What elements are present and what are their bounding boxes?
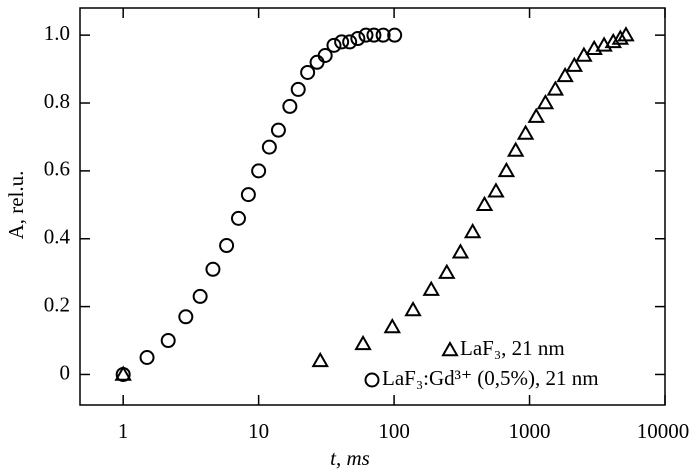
triangle-marker: [536, 93, 555, 110]
circle-marker: [270, 122, 286, 138]
y-tick-label: 0.2: [44, 292, 70, 316]
y-axis-label: A, rel.u.: [4, 171, 28, 240]
circle-marker: [317, 48, 333, 64]
circle-marker: [290, 81, 306, 97]
y-tick-label: 0.8: [44, 89, 70, 113]
triangle-marker: [451, 243, 470, 259]
triangle-marker: [114, 365, 132, 381]
circle-marker: [375, 27, 391, 43]
x-axis-label: t, ms: [330, 446, 370, 470]
triangle-marker: [441, 340, 459, 357]
x-tick-label: 10000: [637, 419, 690, 443]
triangle-marker: [604, 32, 622, 49]
triangle-marker: [487, 182, 505, 198]
triangle-marker: [595, 36, 613, 52]
x-tick-label: 1: [118, 419, 129, 443]
circle-marker: [139, 349, 155, 365]
triangle-marker: [556, 66, 574, 83]
triangle-marker: [438, 263, 456, 279]
y-tick-label: 0: [60, 360, 71, 384]
legend-label: LaF₃, 21 nm: [460, 336, 565, 360]
circle-marker: [300, 64, 316, 80]
triangle-marker: [475, 195, 494, 212]
triangle-marker: [611, 29, 630, 45]
circle-marker: [251, 163, 267, 179]
circle-marker: [261, 139, 277, 155]
circle-marker: [240, 187, 256, 203]
circle-marker: [334, 34, 350, 50]
circle-marker: [205, 261, 221, 277]
triangle-marker: [546, 80, 565, 96]
plot-frame: [79, 7, 666, 406]
triangle-marker: [497, 161, 516, 178]
triangle-marker: [617, 26, 635, 42]
circle-marker: [178, 309, 194, 325]
circle-marker: [160, 333, 176, 349]
triangle-marker: [422, 280, 440, 296]
circle-marker: [192, 288, 208, 304]
triangle-marker: [354, 334, 372, 351]
triangle-marker: [527, 107, 545, 123]
y-tick-label: 1.0: [44, 21, 70, 45]
triangle-marker: [311, 351, 329, 368]
circle-marker: [350, 31, 366, 47]
circle-marker: [358, 27, 374, 43]
circle-marker: [115, 366, 131, 382]
circle-marker: [230, 210, 246, 226]
triangle-marker: [404, 300, 422, 317]
y-tick-label: 0.4: [44, 225, 71, 249]
circle-marker: [326, 37, 342, 53]
x-tick-label: 100: [378, 419, 410, 443]
circle-marker: [282, 98, 298, 114]
triangle-marker: [516, 124, 535, 140]
triangle-marker: [565, 56, 584, 72]
y-tick-label: 0.6: [44, 157, 70, 181]
circle-marker: [219, 238, 235, 254]
circle-marker: [309, 54, 325, 70]
triangle-marker: [383, 317, 402, 334]
circle-marker: [342, 34, 358, 50]
legend-label: LaF₃:Gd³⁺ (0,5%), 21 nm: [382, 366, 599, 390]
circle-marker: [364, 372, 380, 388]
circle-marker: [387, 27, 403, 43]
circle-marker: [366, 27, 382, 43]
x-tick-label: 10: [248, 419, 269, 443]
triangle-marker: [506, 141, 525, 157]
x-tick-label: 1000: [509, 419, 551, 443]
triangle-marker: [463, 222, 482, 239]
